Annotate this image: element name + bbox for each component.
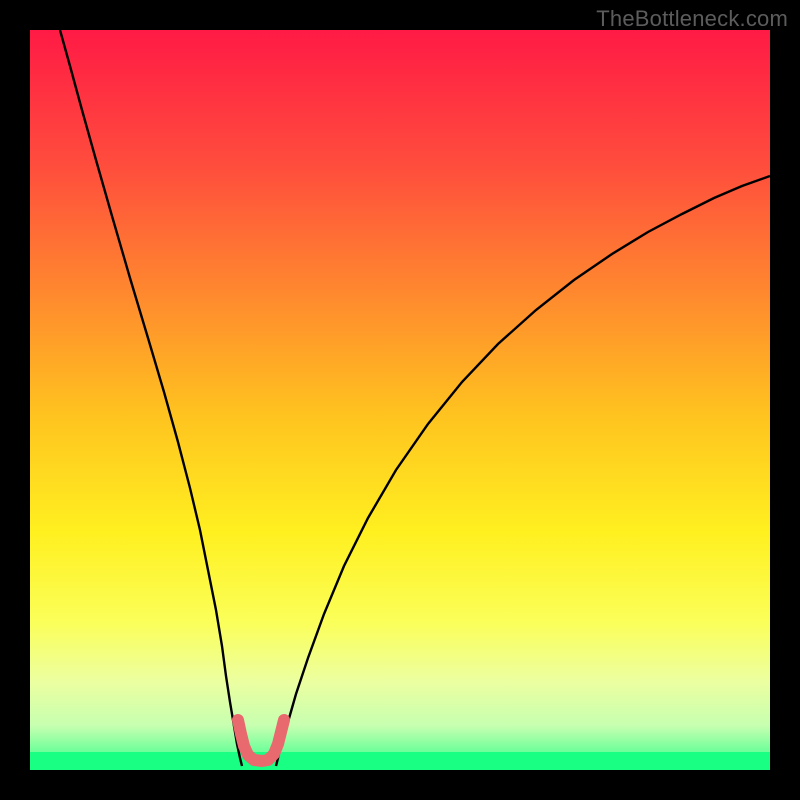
plot-area bbox=[30, 30, 770, 770]
curve-layer bbox=[30, 30, 770, 770]
bottom-u-marker bbox=[238, 720, 284, 761]
watermark: TheBottleneck.com bbox=[596, 6, 788, 32]
curve-right-branch bbox=[276, 176, 770, 766]
curve-left-branch bbox=[60, 30, 242, 766]
